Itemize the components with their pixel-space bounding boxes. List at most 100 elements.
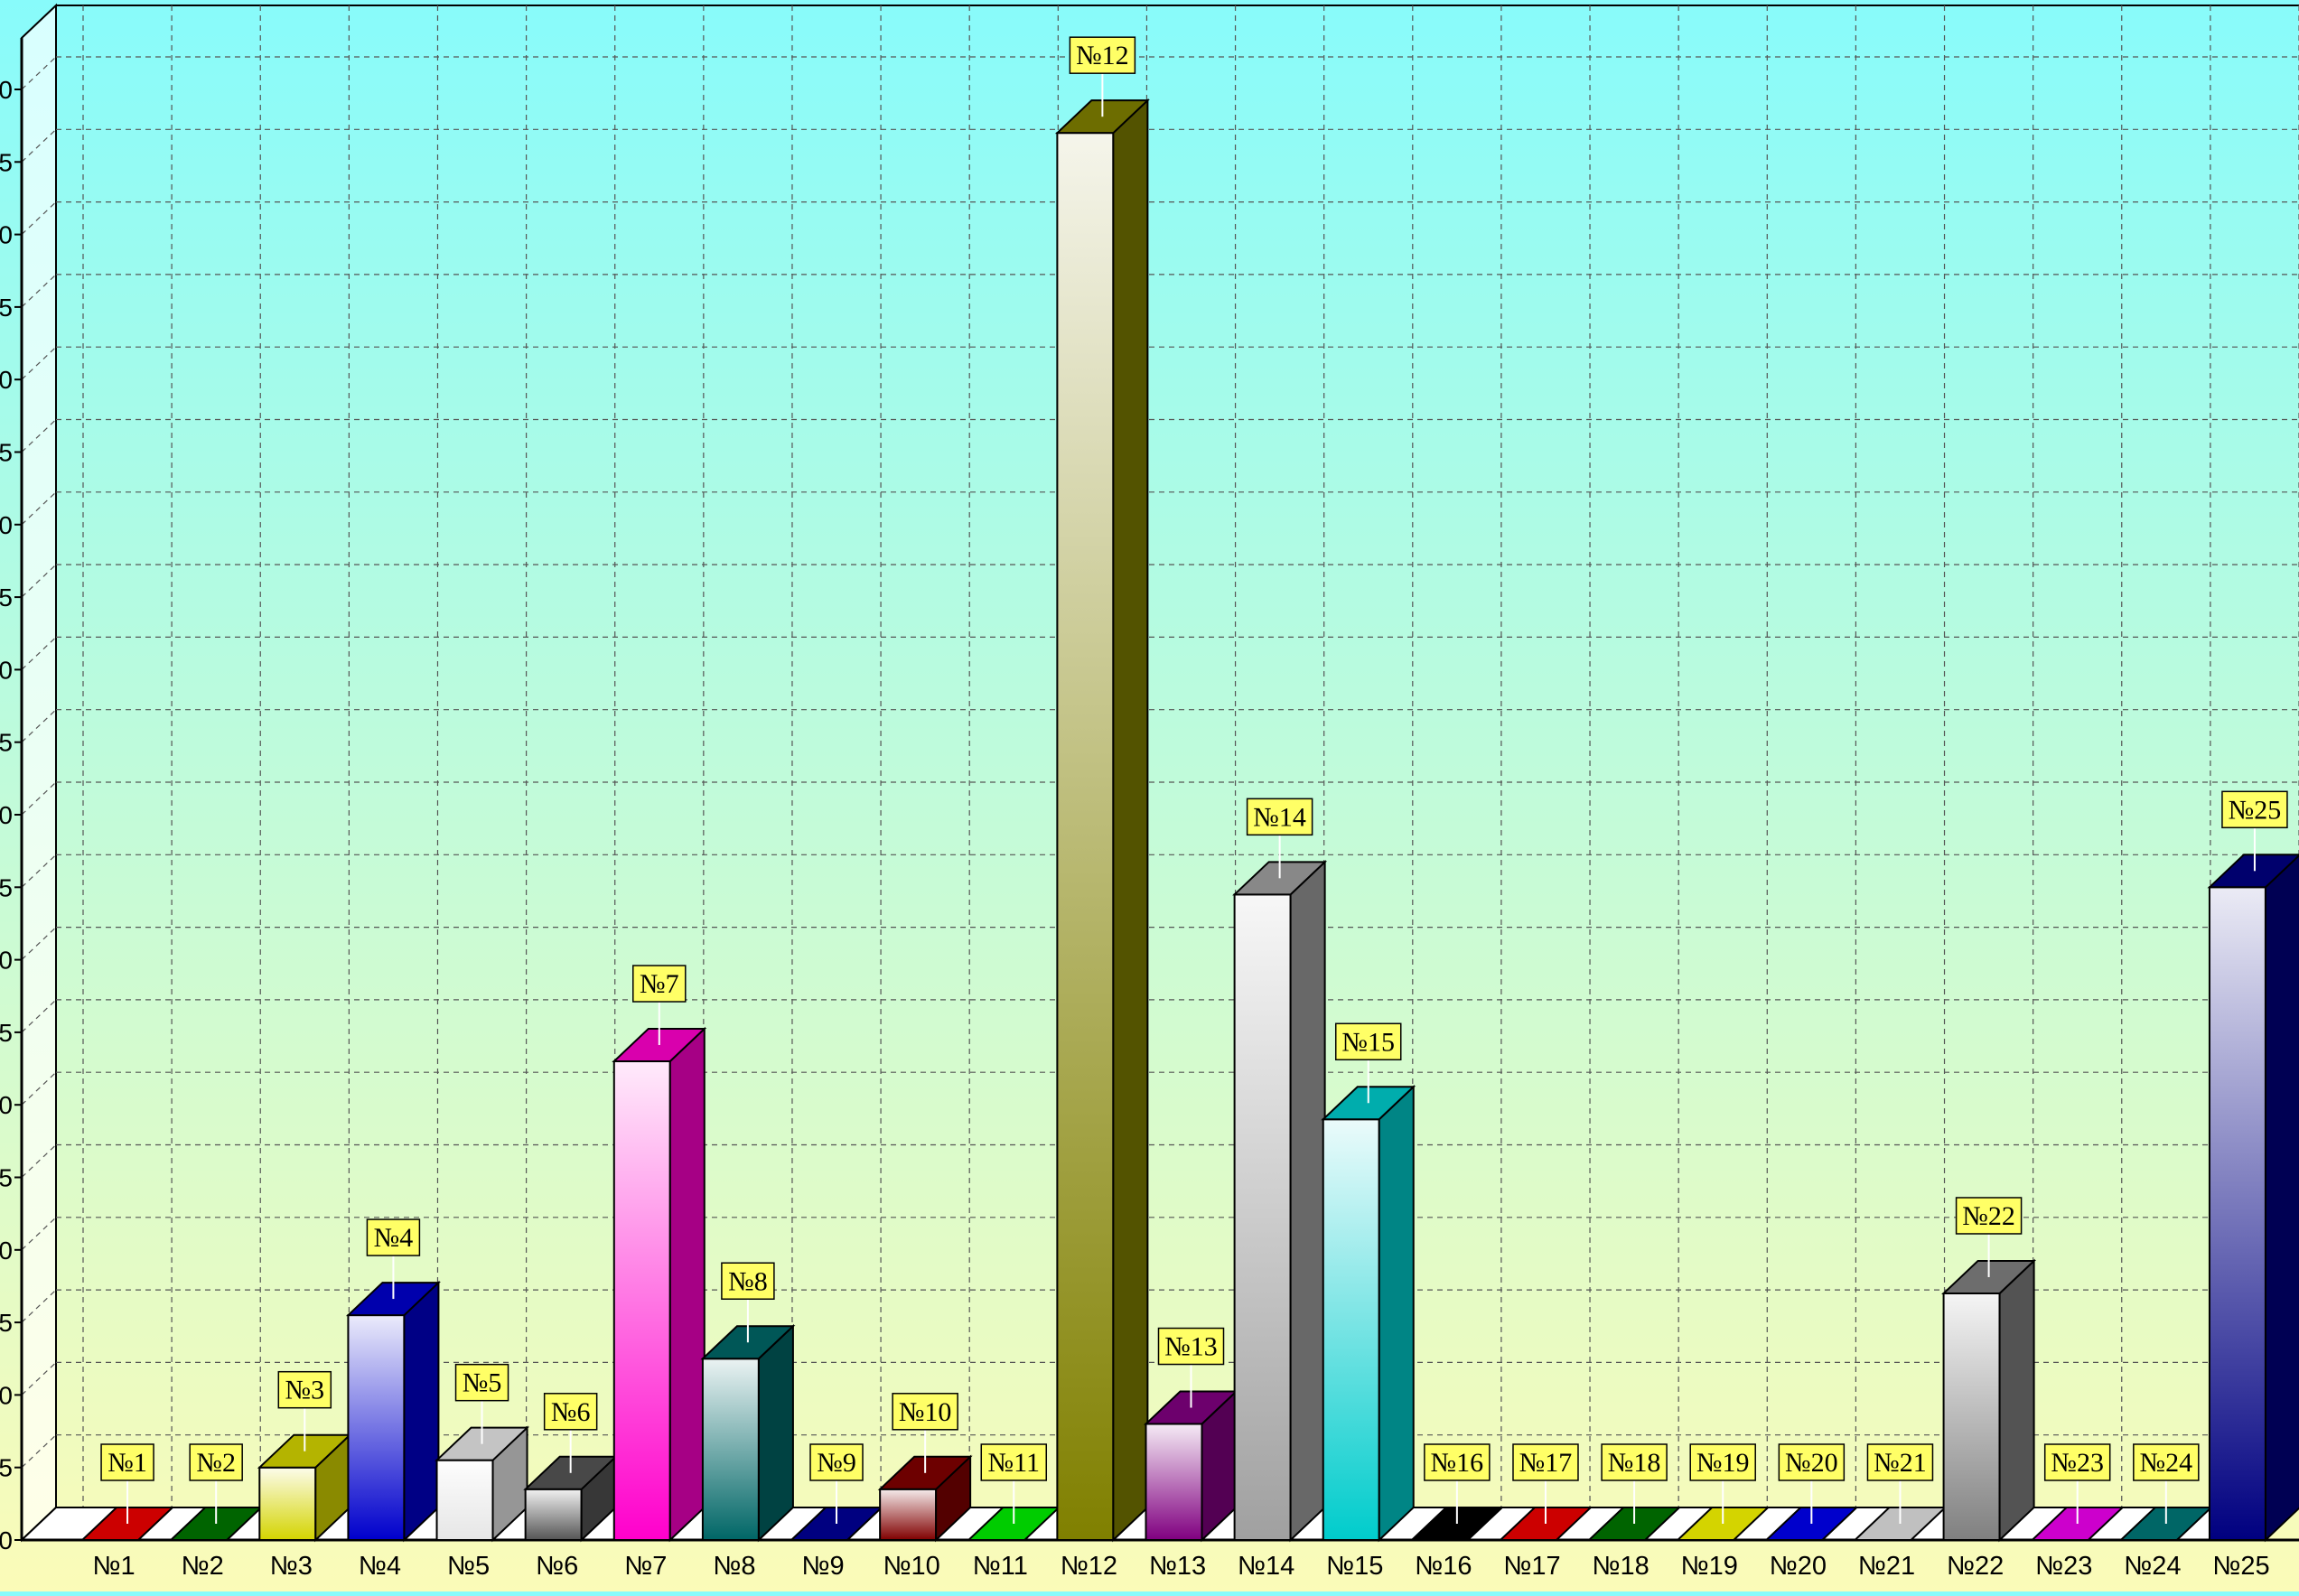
bar-front [347,1314,406,1541]
y-tick-label: 35 [0,1019,13,1047]
bar-side [668,1026,706,1543]
x-axis-labels: №1 №2 №3 №4 №5 №6 №7 №8 №9 №10 №11 №12 №13 №14 №15 №16 №… [92,1552,2269,1581]
y-tick-label: 40 [0,947,13,975]
grid-line-wall [21,636,57,670]
grid-line-wall [21,564,57,598]
label-text: №3 [285,1376,324,1405]
x-tick-label: №22 [1947,1552,2004,1581]
label-box [1512,1443,1579,1481]
label-text: №20 [1785,1448,1838,1478]
bar-labels: №1 №2 №3 №4 №5 №6 №7 №8 №9 №10 №11 №12 №13 №14 №15 №16 №… [100,36,2288,1524]
y-tick-label: 20 [0,1237,13,1265]
y-tick-label: 60 [0,656,13,684]
label-text: №19 [1696,1448,1750,1478]
x-tick-label: №5 [447,1552,490,1581]
grid-line-wall [21,56,57,90]
x-tick-label: №20 [1770,1552,1827,1581]
bar-front [1233,893,1292,1541]
bar-label-12: №12 [1069,36,1136,117]
label-text: №14 [1253,802,1306,832]
y-axis: 0 5 10 15 20 25 30 35 40 45 50 55 60 65 70 75 80 85 90 95 10… [0,38,23,1554]
bar-label-10: №10 [892,1393,958,1473]
x-tick-label: №8 [713,1552,755,1581]
bar-14 [1232,860,1328,1543]
label-box [1157,1327,1225,1366]
label-box [1424,1443,1491,1481]
grid-line-wall [21,128,57,163]
x-tick-label: №11 [973,1552,1028,1581]
label-box [809,1443,864,1481]
bar-front [1145,1423,1203,1542]
label-box [632,965,687,1003]
x-tick-label: №18 [1592,1552,1649,1581]
label-box [189,1443,243,1481]
grid-line-wall [21,781,57,816]
bar-13 [1143,1389,1239,1543]
bar-label-14: №14 [1246,798,1313,879]
x-tick-label: №24 [2124,1552,2181,1581]
bar-label-6: №6 [543,1393,598,1473]
x-tick-label: №19 [1681,1552,1738,1581]
label-text: №15 [1341,1027,1395,1057]
y-tick-label: 25 [0,1164,13,1192]
y-tick-label: 75 [0,439,13,467]
bar-front [701,1358,760,1541]
y-tick-label: 85 [0,294,13,322]
y-tick-label: 30 [0,1091,13,1119]
grid-line-wall [21,1217,57,1251]
bar-side [757,1323,794,1543]
bar-label-11: №11 [980,1443,1048,1524]
bar-label-4: №4 [366,1218,421,1300]
bar-label-23: №23 [2043,1443,2111,1524]
bar-front [879,1488,938,1542]
grid-line-wall [21,927,57,961]
bar-4 [345,1280,441,1543]
y-tick-label: 80 [0,366,13,394]
y-tick-label: 15 [0,1309,13,1337]
bar-22 [1941,1258,2037,1543]
label-text: №17 [1519,1448,1573,1478]
y-tick-label: 10 [0,1381,13,1409]
label-box [2133,1443,2200,1481]
label-box [1246,798,1313,836]
grid-line-wall [21,419,57,453]
bar-5 [435,1425,530,1543]
grid-line-wall [21,1434,57,1469]
x-tick-label: №9 [801,1552,844,1581]
bar-front [2208,886,2266,1541]
label-text: №10 [899,1397,952,1427]
grid-line-wall [21,274,57,308]
x-tick-label: №17 [1503,1552,1560,1581]
grid-line-wall [21,1361,57,1395]
y-tick-label: 55 [0,729,13,757]
bars [79,98,2299,1543]
label-box [2043,1443,2111,1481]
x-tick-label: №13 [1149,1552,1206,1581]
grid-line-wall [21,201,57,236]
x-tick-label: №25 [2212,1552,2269,1581]
bar-front [1056,132,1115,1541]
label-box [1955,1197,2023,1235]
x-tick-label: №7 [624,1552,667,1581]
bar-label-17: №17 [1512,1443,1579,1524]
bar-label-19: №19 [1689,1443,1756,1524]
bar-label-22: №22 [1955,1197,2023,1277]
bar-label-9: №9 [809,1443,864,1524]
label-box [1334,1022,1402,1061]
bar-label-2: №2 [189,1443,243,1524]
x-tick-label: №14 [1238,1552,1294,1581]
bar-label-7: №7 [632,965,687,1046]
grid-line-wall [21,346,57,380]
label-text: №24 [2140,1448,2193,1478]
y-tick-label: 90 [0,221,13,249]
bar-front [612,1060,671,1541]
y-tick-label: 5 [0,1454,13,1482]
label-box [1601,1443,1668,1481]
label-text: №16 [1431,1448,1484,1478]
grid-line-wall [21,1144,57,1178]
bar-side [403,1280,440,1543]
label-box [980,1443,1048,1481]
bar-front [1322,1118,1380,1541]
